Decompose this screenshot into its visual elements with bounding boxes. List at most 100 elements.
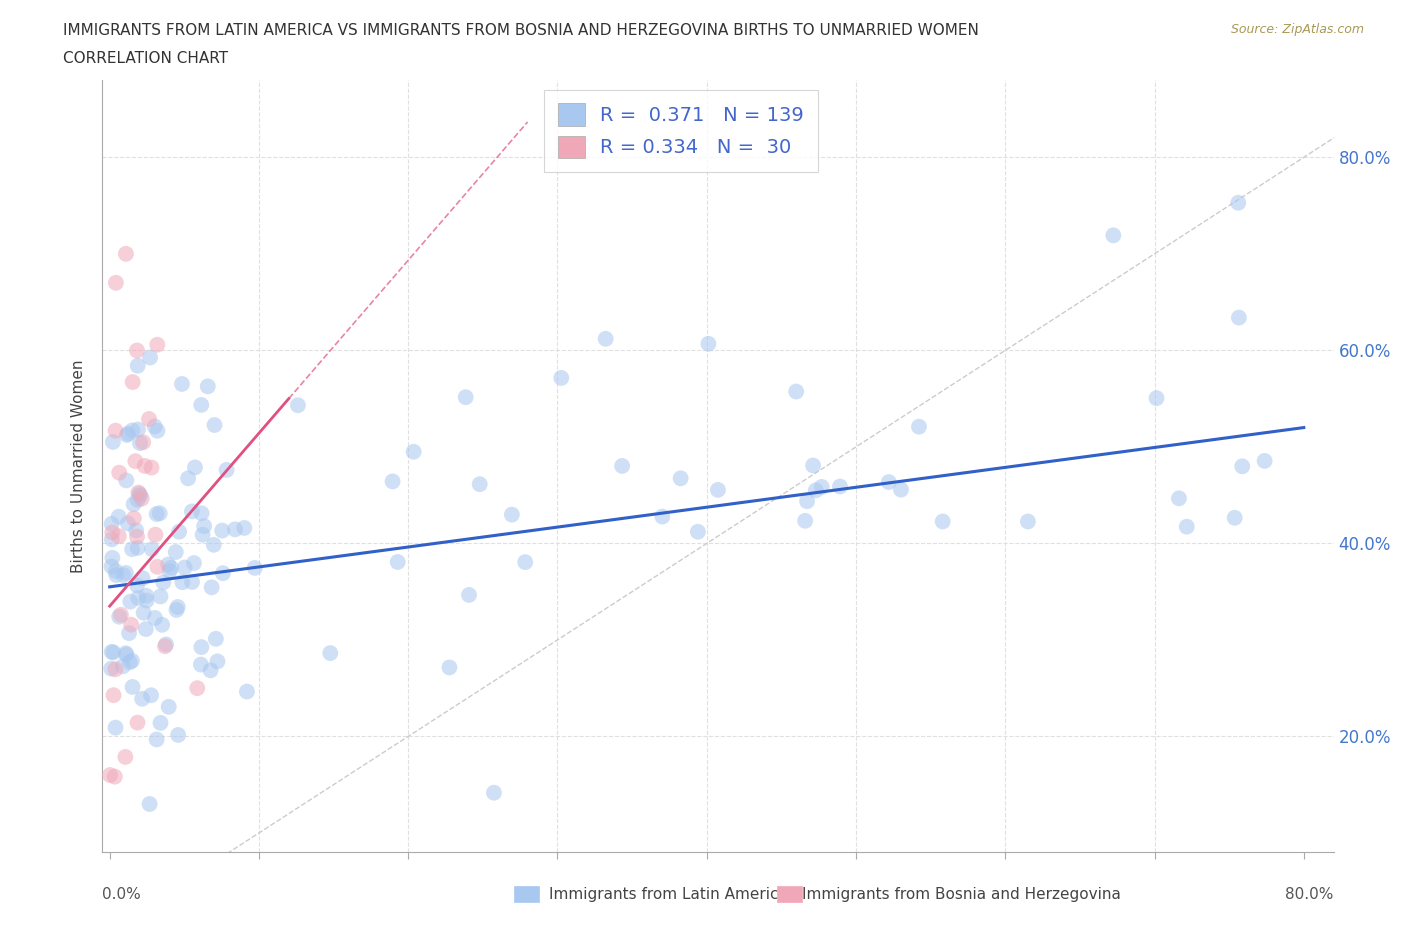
Point — [127, 358, 149, 373]
Point — [101, 525, 124, 539]
Point — [139, 350, 162, 365]
Point — [1232, 458, 1254, 473]
Point — [501, 507, 523, 522]
Point — [458, 588, 481, 603]
Point — [127, 485, 149, 500]
Point — [515, 554, 537, 569]
Point — [125, 578, 148, 592]
Point — [100, 661, 122, 676]
Point — [439, 660, 461, 675]
Point — [146, 423, 169, 438]
Point — [100, 516, 122, 531]
Point — [207, 654, 229, 669]
Point — [146, 559, 169, 574]
Point — [146, 338, 169, 352]
Point — [125, 529, 148, 544]
Point — [121, 680, 143, 695]
Point — [167, 525, 190, 539]
Point — [120, 618, 142, 632]
Point — [121, 653, 143, 668]
Point — [115, 428, 138, 443]
Point — [190, 506, 212, 521]
Point — [794, 513, 817, 528]
Point — [104, 275, 127, 290]
Point — [124, 454, 146, 469]
Point — [138, 797, 160, 812]
Point — [1146, 391, 1168, 405]
Point — [381, 474, 404, 489]
Point — [115, 473, 138, 488]
Point — [669, 471, 692, 485]
Point — [100, 559, 122, 574]
Point — [138, 412, 160, 427]
Point — [115, 246, 138, 261]
Point — [796, 494, 818, 509]
Point — [890, 482, 912, 497]
Point — [181, 575, 204, 590]
Point — [160, 560, 183, 575]
Point — [121, 375, 143, 390]
Point — [191, 527, 214, 542]
Point — [107, 510, 129, 525]
Point — [127, 715, 149, 730]
Point — [104, 720, 127, 735]
Point — [129, 488, 152, 503]
Point — [482, 785, 505, 800]
Point — [186, 681, 208, 696]
Point — [707, 483, 730, 498]
Point — [184, 460, 207, 475]
Point — [1227, 195, 1250, 210]
Point — [212, 565, 235, 580]
Point — [141, 460, 163, 475]
Point — [166, 600, 188, 615]
Point — [103, 688, 125, 703]
Point — [804, 483, 827, 498]
Point — [204, 418, 226, 432]
Point — [131, 691, 153, 706]
Point — [167, 727, 190, 742]
Point — [149, 589, 172, 604]
Point — [115, 647, 138, 662]
Point — [128, 486, 150, 501]
Point — [931, 514, 953, 529]
Point — [801, 458, 824, 473]
Point — [150, 618, 173, 632]
Point — [111, 658, 134, 673]
Point — [197, 379, 219, 393]
Point — [157, 699, 180, 714]
Point — [468, 477, 491, 492]
Point — [202, 538, 225, 552]
Point — [149, 715, 172, 730]
Point — [105, 567, 128, 582]
Point — [157, 557, 180, 572]
Point — [108, 465, 131, 480]
Point — [908, 419, 931, 434]
Point — [121, 423, 143, 438]
Point — [1102, 228, 1125, 243]
Point — [104, 769, 127, 784]
Point — [104, 662, 127, 677]
Point — [152, 575, 174, 590]
Text: 0.0%: 0.0% — [103, 886, 141, 901]
Point — [145, 527, 167, 542]
Point — [139, 688, 162, 703]
Point — [697, 337, 720, 352]
Point — [1227, 311, 1250, 325]
Point — [108, 529, 131, 544]
Point — [233, 521, 256, 536]
Point — [131, 491, 153, 506]
Point — [115, 565, 138, 580]
Point — [190, 658, 212, 672]
Point — [101, 551, 124, 565]
Point — [98, 767, 121, 782]
Point — [215, 462, 238, 477]
Point — [118, 626, 141, 641]
Point — [243, 561, 266, 576]
Point — [127, 422, 149, 437]
Point — [877, 474, 900, 489]
Point — [402, 445, 425, 459]
Point — [190, 397, 212, 412]
Point — [101, 434, 124, 449]
Point — [135, 593, 157, 608]
Legend: R =  0.371   N = 139, R = 0.334   N =  30: R = 0.371 N = 139, R = 0.334 N = 30 — [544, 90, 818, 172]
